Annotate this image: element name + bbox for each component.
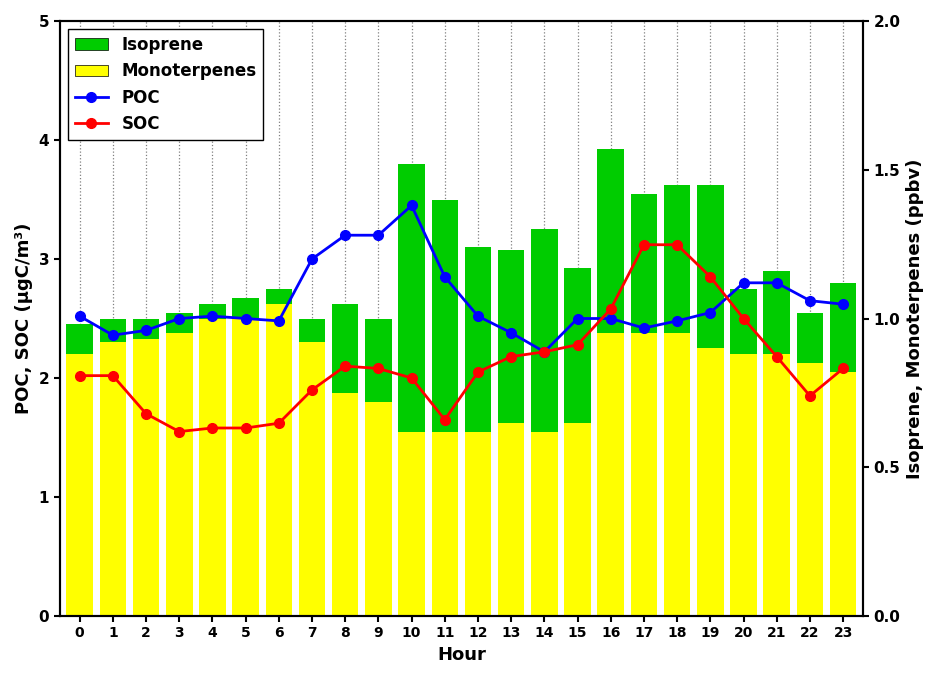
Bar (232, 318, 259, 616)
Bar (731, 289, 757, 354)
Bar (132, 340, 160, 616)
Bar (266, 304, 292, 616)
Bar (232, 297, 259, 318)
Bar (331, 304, 359, 393)
Bar (697, 348, 724, 616)
Bar (664, 185, 690, 333)
Bar (199, 318, 225, 616)
Bar (498, 422, 525, 616)
Bar (199, 304, 225, 318)
Bar (531, 230, 558, 432)
Bar (299, 342, 325, 616)
X-axis label: Hour: Hour (437, 646, 485, 664)
Bar (796, 363, 824, 616)
Bar (597, 333, 624, 616)
Bar (266, 289, 292, 304)
Bar (432, 432, 458, 616)
Bar (731, 354, 757, 616)
Bar (531, 432, 558, 616)
Bar (763, 354, 790, 616)
Bar (398, 432, 424, 616)
Bar (830, 372, 856, 616)
Bar (432, 200, 458, 432)
Y-axis label: POC, SOC (μgC/m³): POC, SOC (μgC/m³) (15, 223, 33, 414)
Legend: Isoprene, Monoterpenes, POC, SOC: Isoprene, Monoterpenes, POC, SOC (68, 29, 263, 140)
Bar (597, 149, 624, 333)
Y-axis label: Isoprene, Monoterpenes (ppbv): Isoprene, Monoterpenes (ppbv) (906, 158, 924, 479)
Bar (830, 283, 856, 372)
Bar (100, 342, 126, 616)
Bar (664, 333, 690, 616)
Bar (465, 432, 491, 616)
Bar (132, 318, 160, 340)
Bar (100, 318, 126, 342)
Bar (365, 318, 392, 402)
Bar (498, 250, 525, 422)
Bar (631, 194, 657, 333)
Bar (67, 354, 93, 616)
Bar (331, 393, 359, 616)
Bar (67, 325, 93, 354)
Bar (166, 312, 192, 333)
Bar (796, 312, 824, 363)
Bar (166, 333, 192, 616)
Bar (763, 271, 790, 354)
Bar (465, 247, 491, 432)
Bar (398, 164, 424, 432)
Bar (564, 268, 591, 422)
Bar (299, 318, 325, 342)
Bar (564, 422, 591, 616)
Bar (631, 333, 657, 616)
Bar (365, 402, 392, 616)
Bar (697, 185, 724, 348)
